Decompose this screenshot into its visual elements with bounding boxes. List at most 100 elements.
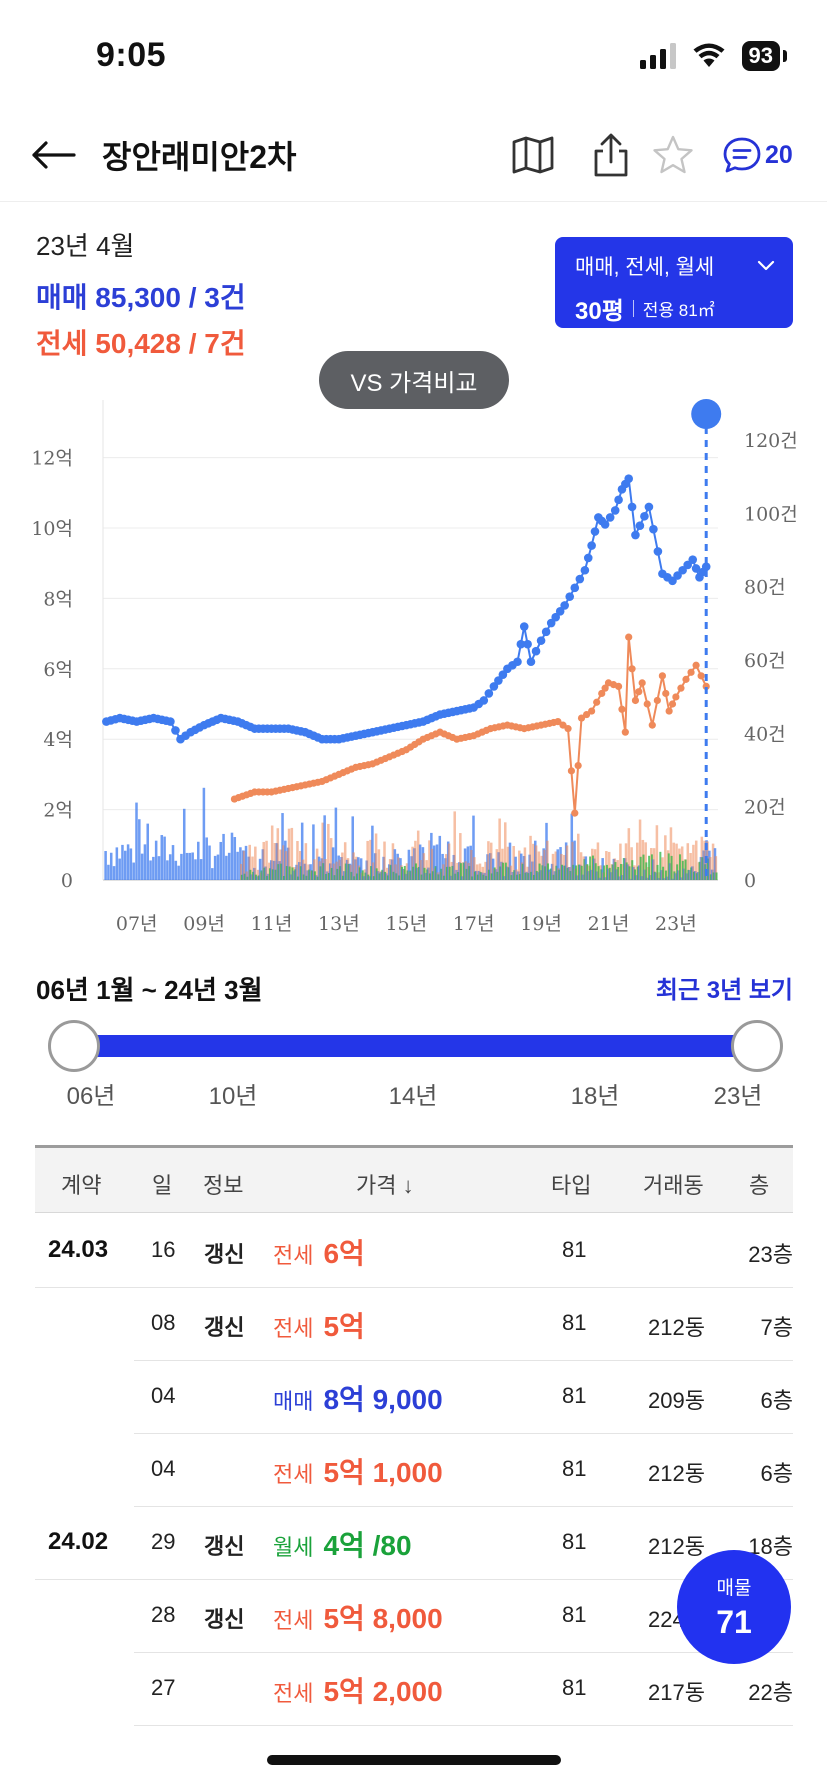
volume-bar-rent <box>555 865 558 880</box>
map-button[interactable] <box>508 130 558 180</box>
volume-bar-lease <box>478 863 482 880</box>
volume-bar-lease <box>518 850 521 880</box>
table-row[interactable]: 08 갱신 전세 5억 81 212동 7층 <box>0 1288 827 1361</box>
table-row[interactable]: 27 전세 5억 2,000 81 217동 22층 <box>0 1653 827 1726</box>
x-tick-label: 23년 <box>655 913 697 935</box>
row-price-type: 전세 <box>273 1608 314 1633</box>
y-tick-label: 2억 <box>43 800 73 822</box>
volume-bar-rent <box>445 866 448 880</box>
lease-price-point <box>588 707 596 715</box>
period-slider-track[interactable] <box>74 1035 757 1057</box>
selection-handle[interactable] <box>691 399 722 429</box>
volume-bar-lease <box>498 818 501 880</box>
period-slider-start-handle[interactable] <box>48 1020 100 1072</box>
lease-price-point <box>677 684 685 692</box>
row-floor: 22층 <box>748 1680 793 1705</box>
volume-bar-rent <box>417 866 420 880</box>
volume-bar-sale <box>160 835 164 880</box>
volume-bar-lease <box>475 864 479 880</box>
row-type: 81 <box>562 1237 587 1262</box>
volume-bar-sale <box>124 850 127 880</box>
volume-bar-rent <box>667 853 670 880</box>
volume-bar-lease <box>324 859 327 880</box>
volume-bar-sale <box>191 852 194 880</box>
th-price-sort[interactable]: 가격 ↓ <box>356 1173 414 1198</box>
row-price-value: 8억 9,000 <box>323 1384 443 1415</box>
volume-bar-lease <box>262 841 266 880</box>
favorite-button[interactable] <box>648 130 698 180</box>
sale-price-point <box>653 547 663 556</box>
volume-bar-rent <box>476 874 479 880</box>
sale-price-point <box>551 612 560 622</box>
volume-bar-rent <box>353 876 356 880</box>
volume-bar-sale <box>312 824 315 880</box>
volume-bar-lease <box>543 849 546 880</box>
volume-bar-rent <box>252 871 255 880</box>
volume-bar-sale <box>438 835 442 880</box>
volume-bar-rent <box>468 866 471 880</box>
volume-bar-sale <box>104 851 107 880</box>
price-chart[interactable]: 0 2억 4억 6억 8억 10억 12억 0 20건 40건 60건 80건 100건 120건 07년 0… <box>0 390 827 950</box>
sale-price-point <box>494 676 503 685</box>
y2-tick-label: 120건 <box>744 430 798 452</box>
volume-bar-rent <box>580 865 583 880</box>
volume-bar-lease <box>473 857 476 880</box>
volume-bar-lease <box>391 843 395 880</box>
lease-price-point <box>653 696 661 705</box>
listings-button[interactable]: 매물 71 <box>677 1550 791 1664</box>
filter-types: 매매, 전세, 월세 <box>575 256 715 279</box>
volume-bar-rent <box>375 868 378 880</box>
volume-bar-lease <box>652 848 656 880</box>
row-building: 217동 <box>648 1680 705 1705</box>
volume-bar-sale <box>118 858 121 880</box>
row-price-value: 5억 <box>323 1311 365 1342</box>
volume-bar-rent <box>628 866 631 880</box>
volume-bar-sale <box>199 859 203 880</box>
volume-bar-lease <box>453 811 456 880</box>
volume-bar-rent <box>319 866 322 880</box>
table-row[interactable]: 04 전세 5억 1,000 81 212동 6층 <box>0 1434 827 1507</box>
volume-bar-rent <box>698 861 701 880</box>
vs-compare-button[interactable]: VS 가격비교 <box>319 351 509 409</box>
recent-3-years-link[interactable]: 최근 3년 보기 <box>655 977 793 1004</box>
sale-price-point <box>688 555 698 564</box>
table-row[interactable]: 24.02 29 갱신 월세 4억 /80 81 212동 18층 <box>0 1507 827 1580</box>
y2-tick-label: 100건 <box>744 503 798 525</box>
volume-bar-lease <box>607 851 611 880</box>
table-row[interactable]: 28 갱신 전세 5억 8,000 81 224동 <box>0 1580 827 1653</box>
volume-bar-rent <box>372 876 375 880</box>
table-row[interactable]: 24.03 16 갱신 전세 6억 81 23층 <box>0 1215 827 1288</box>
volume-bar-rent <box>600 869 603 880</box>
comment-button[interactable]: 20 <box>722 130 812 180</box>
volume-bar-lease <box>506 846 510 880</box>
slider-tick: 18년 <box>570 1083 620 1110</box>
volume-bar-sale <box>143 844 147 880</box>
volume-bar-lease <box>282 845 285 880</box>
volume-bar-sale <box>351 816 354 880</box>
back-button[interactable] <box>26 130 80 180</box>
volume-bar-rent <box>277 864 280 880</box>
volume-bar-lease <box>240 863 243 880</box>
sale-price-point <box>523 639 532 649</box>
volume-bar-rent <box>563 865 566 880</box>
volume-bar-lease <box>532 843 535 880</box>
table-row[interactable]: 04 매매 8억 9,000 81 209동 6층 <box>0 1361 827 1434</box>
lease-price-point <box>662 689 670 698</box>
volume-bar-sale <box>163 836 166 880</box>
volume-bar-rent <box>409 870 412 880</box>
volume-bar-rent <box>240 874 243 880</box>
sale-price-point <box>635 521 645 530</box>
volume-bar-lease <box>708 856 712 880</box>
period-slider-end-handle[interactable] <box>731 1020 783 1072</box>
filter-dropdown[interactable]: 매매, 전세, 월세 30평 전용 81㎡ <box>555 237 793 328</box>
volume-bar-rent <box>516 874 519 880</box>
volume-bar-rent <box>451 865 454 880</box>
volume-bar-lease <box>245 871 249 880</box>
volume-bar-rent <box>440 868 443 880</box>
volume-bar-rent <box>622 858 625 880</box>
volume-bar-lease <box>489 842 493 880</box>
volume-bar-rent <box>620 863 623 880</box>
volume-bar-rent <box>552 874 555 880</box>
volume-bar-rent <box>412 866 415 880</box>
share-button[interactable] <box>586 130 636 180</box>
